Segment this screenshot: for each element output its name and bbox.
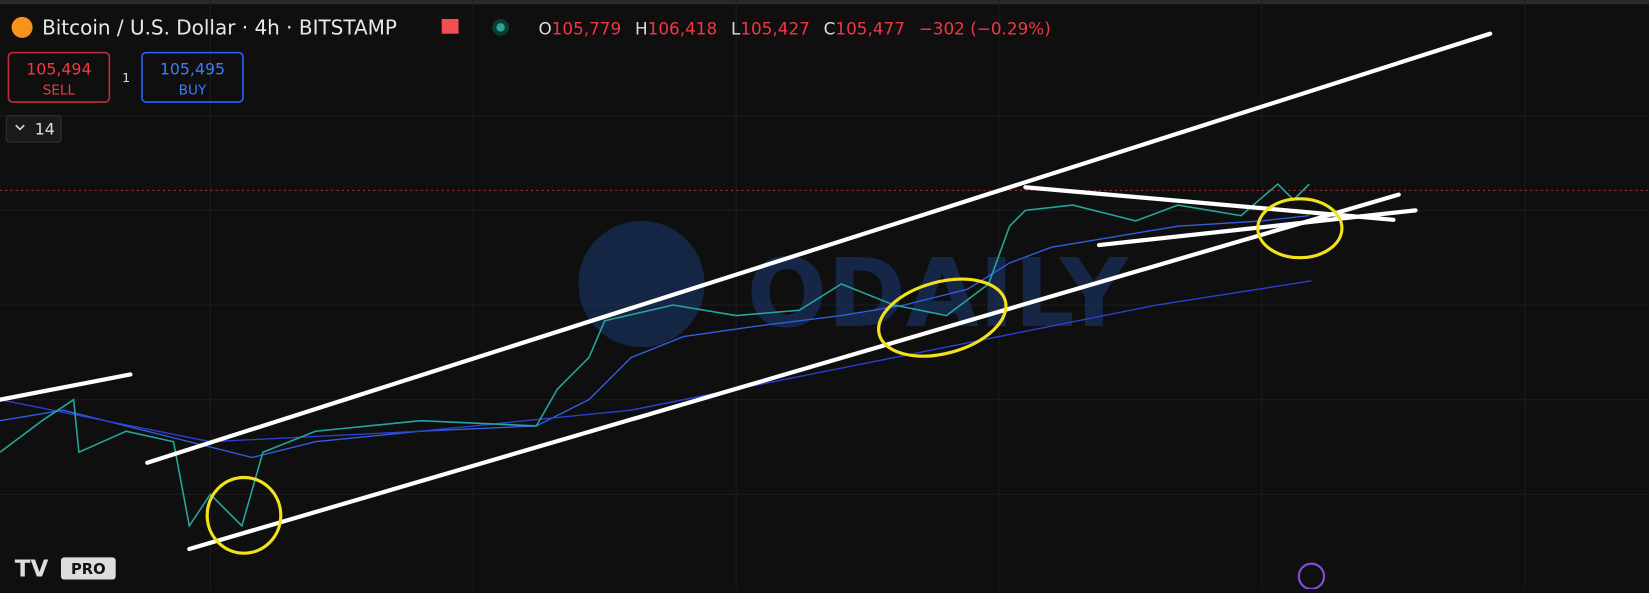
ohlc-value: 105,477 xyxy=(835,19,905,39)
ohlc-label: H xyxy=(635,19,648,39)
ohlc-label: L xyxy=(731,19,741,39)
moving-average xyxy=(0,214,1310,459)
ohlc-value: 106,418 xyxy=(648,19,718,39)
ohlc-label: C xyxy=(824,19,836,39)
watermark-logo xyxy=(578,220,705,348)
top-bar xyxy=(0,0,1649,5)
flag-icon[interactable] xyxy=(441,18,459,34)
watermark: ODAILY xyxy=(747,239,1130,349)
price-path xyxy=(0,183,1310,528)
sell-price: 105,494 xyxy=(26,60,91,79)
coin-icon xyxy=(11,16,33,38)
buy-button[interactable]: 105,495 BUY xyxy=(141,51,244,103)
ohlc-value: 105,779 xyxy=(552,19,622,39)
ohlc-value: 105,427 xyxy=(740,19,810,39)
symbol-title: Bitcoin / U.S. Dollar · 4h · BITSTAMP xyxy=(42,16,397,40)
quantity: 1 xyxy=(122,70,130,85)
ohlc-label: O xyxy=(538,19,551,39)
sell-button[interactable]: 105,494 SELL xyxy=(7,51,111,103)
change: −302 (−0.29%) xyxy=(919,19,1051,39)
buy-label: BUY xyxy=(179,83,207,99)
tv-logo: TV PRO xyxy=(15,556,116,582)
ohlc: O105,779 H106,418 L105,427 C105,477 −302… xyxy=(538,19,1050,39)
highlight-circles xyxy=(205,197,1344,555)
status-dot xyxy=(496,23,505,32)
indicator-toggle[interactable]: 14 xyxy=(5,115,62,143)
indicator-count: 14 xyxy=(35,120,55,139)
trendlines xyxy=(0,31,1493,552)
svg-text:TV: TV xyxy=(15,556,49,582)
buy-price: 105,495 xyxy=(160,60,225,79)
sell-label: SELL xyxy=(43,83,76,99)
pro-badge: PRO xyxy=(71,561,106,578)
